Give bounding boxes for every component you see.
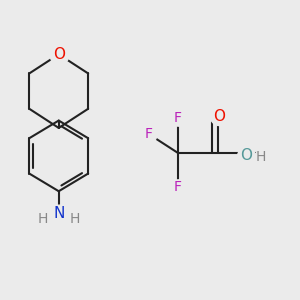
Text: O: O	[53, 47, 65, 62]
Text: O: O	[213, 109, 225, 124]
Text: F: F	[174, 180, 182, 194]
Text: H: H	[70, 212, 80, 226]
Text: N: N	[53, 206, 64, 221]
Text: H: H	[256, 150, 266, 164]
Text: O: O	[240, 148, 252, 164]
Text: F: F	[174, 111, 182, 124]
Text: F: F	[145, 127, 152, 141]
Text: H: H	[37, 212, 48, 226]
